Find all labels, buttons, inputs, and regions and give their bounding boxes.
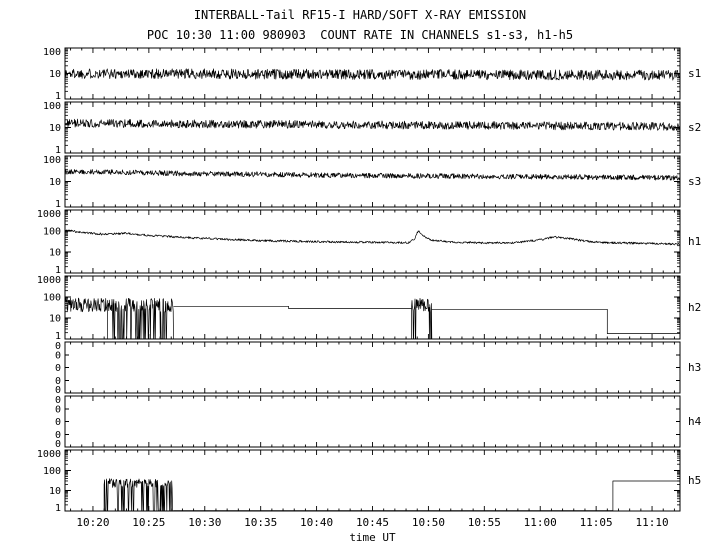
y-tick-label: 100	[43, 466, 61, 477]
channel-label-s3: s3	[688, 175, 701, 188]
x-tick-label: 11:10	[635, 516, 668, 529]
y-tick-label: 0	[55, 395, 61, 406]
y-tick-label: 100	[43, 101, 61, 112]
channel-label-s1: s1	[688, 67, 701, 80]
channel-label-h5: h5	[688, 474, 701, 487]
y-tick-label: 10	[49, 123, 61, 134]
x-tick-label: 10:45	[356, 516, 389, 529]
y-tick-label: 1	[55, 91, 61, 102]
y-tick-label: 0	[55, 417, 61, 428]
channel-label-h4: h4	[688, 415, 702, 428]
trace-s1	[65, 68, 681, 81]
channel-label-h2: h2	[688, 301, 701, 314]
trace-h2	[411, 297, 433, 340]
x-tick-label: 11:05	[580, 516, 613, 529]
trace-h2	[107, 297, 174, 340]
y-tick-label: 0	[55, 376, 61, 387]
figure-title: INTERBALL-Tail RF15-I HARD/SOFT X-RAY EM…	[193, 8, 527, 22]
x-axis-label: time UT	[349, 531, 396, 544]
panel-s3: 1 10 100 s3	[43, 155, 701, 210]
panel-h5: 1 10 100 1000 h5	[37, 449, 701, 514]
y-tick-label: 1	[55, 145, 61, 156]
y-tick-label: 0	[55, 350, 61, 361]
y-tick-label: 0	[55, 363, 61, 374]
panel-h2: 1 10 100 1000 h2	[37, 275, 701, 342]
y-tick-label: 1000	[37, 275, 61, 286]
y-tick-label: 0	[55, 430, 61, 441]
y-tick-label: 100	[43, 155, 61, 166]
y-tick-label: 0	[55, 385, 61, 396]
x-tick-label: 10:20	[76, 516, 109, 529]
y-tick-label: 0	[55, 404, 61, 415]
trace-h5	[103, 478, 174, 512]
trace-h2	[173, 305, 412, 309]
y-tick-label: 1000	[37, 449, 61, 460]
y-tick-label: 100	[43, 47, 61, 58]
panel-h1: 1 10 100 1000 h1	[37, 209, 701, 276]
y-tick-label: 10	[49, 248, 61, 259]
y-tick-label: 10	[49, 177, 61, 188]
channel-label-h1: h1	[688, 235, 701, 248]
y-tick-label: 0	[55, 439, 61, 450]
channel-label-s2: s2	[688, 121, 701, 134]
panel-s2: 1 10 100 s2	[43, 101, 701, 156]
x-tick-label: 10:30	[188, 516, 221, 529]
x-tick-label: 11:00	[524, 516, 557, 529]
y-tick-label: 1	[55, 265, 61, 276]
trace-h1	[64, 229, 680, 246]
x-tick-label: 10:40	[300, 516, 333, 529]
panel-s1: 1 10 100 s1	[43, 47, 701, 102]
x-tick-label: 10:55	[468, 516, 501, 529]
y-tick-label: 1000	[37, 209, 61, 220]
trace-h5	[173, 480, 680, 511]
y-tick-label: 0	[55, 341, 61, 352]
x-tick-label: 10:50	[412, 516, 445, 529]
trace-h2	[431, 308, 680, 334]
y-tick-label: 100	[43, 293, 61, 304]
y-tick-label: 10	[49, 69, 61, 80]
figure-subtitle: POC 10:30 11:00 980903 COUNT RATE IN CHA…	[146, 28, 574, 42]
x-tick-label: 10:35	[244, 516, 277, 529]
y-tick-label: 10	[49, 314, 61, 325]
trace-h2	[64, 297, 108, 313]
y-tick-label: 100	[43, 227, 61, 238]
y-tick-label: 1	[55, 503, 61, 514]
trace-s2	[65, 118, 681, 131]
y-tick-label: 1	[55, 331, 61, 342]
trace-s3	[64, 169, 681, 181]
y-tick-label: 10	[49, 486, 61, 497]
y-tick-label: 1	[55, 199, 61, 210]
x-tick-label: 10:25	[132, 516, 165, 529]
channel-label-h3: h3	[688, 361, 701, 374]
